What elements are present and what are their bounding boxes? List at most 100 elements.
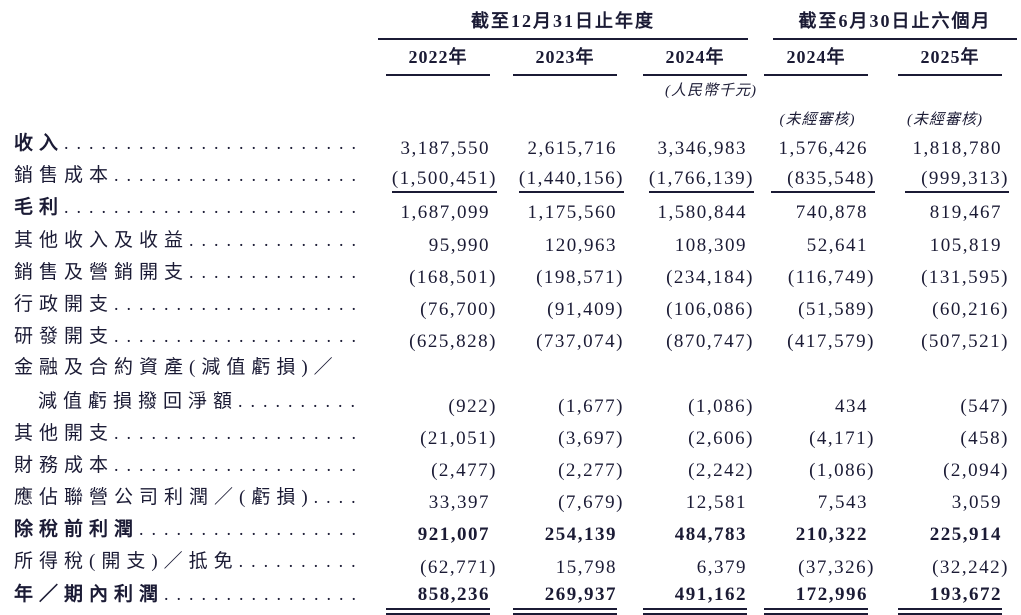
dot-leader [314, 487, 356, 508]
dot-leader [64, 197, 356, 218]
value-cell: 6,379 [627, 551, 757, 583]
row-label: 金融及合約資產(減值虧損)／ [14, 357, 339, 379]
value-cell: 434 [757, 391, 878, 423]
dot-leader [64, 133, 356, 154]
row-label-cell: 收入 [0, 133, 360, 165]
value: (2,277) [558, 459, 624, 481]
value-cell: (835,548) [757, 165, 878, 197]
value: 3,346,983 [657, 138, 748, 160]
value: (835,548) [771, 169, 876, 194]
value: (2,606) [688, 427, 755, 449]
value-cell: 3,059 [878, 487, 1012, 519]
empty-header-cell [0, 103, 757, 133]
value-cell: 3,346,983 [627, 133, 757, 165]
row-label-cell: 年／期內利潤 [0, 584, 360, 615]
value: 254,139 [544, 524, 617, 546]
value: (1,440,156) [518, 169, 624, 194]
dot-leader [238, 391, 356, 412]
row-label-cell: 除稅前利潤 [0, 519, 360, 551]
value-cell: 15,798 [500, 551, 627, 583]
dot-leader [114, 165, 356, 186]
value: 1,580,844 [657, 202, 748, 224]
value: (32,242) [932, 556, 1010, 578]
value: (131,595) [921, 266, 1010, 288]
value-cell: 1,818,780 [878, 133, 1012, 165]
year-header-cell: 2024年 [757, 40, 878, 76]
row-label-cell: 其他開支 [0, 423, 360, 455]
value: 105,819 [929, 234, 1003, 256]
row-label: 年／期內利潤 [14, 583, 165, 605]
group-annual-cell: 截至12月31日止年度 [360, 0, 757, 40]
value: 6,379 [696, 556, 748, 578]
value: 740,878 [795, 202, 869, 224]
value: (999,313) [905, 169, 1010, 194]
row-label: 所得稅(開支)／抵免 [14, 551, 239, 573]
table-row: 收入 3,187,550 2,615,716 3,346,983 1,576,426 1,… [0, 133, 1012, 165]
value-cell: (2,606) [627, 423, 757, 455]
value-cell: 7,543 [757, 487, 878, 519]
value: 33,397 [428, 492, 490, 514]
empty-cell [627, 358, 757, 390]
value-cell: 740,878 [757, 197, 878, 229]
value-cell: (1,086) [627, 391, 757, 423]
value-cell: (625,828) [360, 326, 500, 358]
group-interim-label: 截至6月30日止六個月 [773, 11, 1018, 40]
value-cell: (91,409) [500, 294, 627, 326]
value: 12,581 [685, 492, 748, 514]
value: (234,184) [666, 266, 755, 288]
value: 858,236 [386, 585, 490, 615]
value-cell: (922) [360, 391, 500, 423]
table-row: 應佔聯營公司利潤／(虧損) 33,397 (7,679) 12,581 7,543 3,0… [0, 487, 1012, 519]
dot-leader [114, 455, 356, 476]
value-cell: 819,467 [878, 197, 1012, 229]
value-cell: (131,595) [878, 262, 1012, 294]
value: (737,074) [536, 331, 624, 353]
value-cell: (168,501) [360, 262, 500, 294]
dot-leader [114, 423, 356, 444]
value: (1,086) [688, 395, 755, 417]
year-header-cell: 2024年 [627, 40, 757, 76]
row-label: 銷售及營銷開支 [14, 261, 190, 283]
group-interim-cell: 截至6月30日止六個月 [757, 0, 1018, 40]
value-cell: 108,309 [627, 230, 757, 262]
value-cell: 120,963 [500, 230, 627, 262]
group-annual-label: 截至12月31日止年度 [378, 11, 749, 40]
row-label-cell: 銷售成本 [0, 165, 360, 197]
empty-cell [500, 358, 627, 390]
unaudited-note: (未經審核) [907, 111, 984, 128]
dot-leader [239, 551, 356, 572]
value-cell: 269,937 [500, 584, 627, 615]
value-cell: 1,580,844 [627, 197, 757, 229]
value-cell: (999,313) [878, 165, 1012, 197]
value: (7,679) [558, 492, 624, 514]
empty-header-cell [0, 76, 627, 103]
table-row: 除稅前利潤 921,007 254,139 484,783 210,322 225,914 [0, 519, 1012, 551]
value: 434 [835, 395, 869, 417]
value-cell: 921,007 [360, 519, 500, 551]
value: (507,521) [921, 331, 1010, 353]
empty-header-cell [0, 0, 360, 40]
unaudited-note-cell: (未經審核) [878, 103, 1012, 133]
value-cell: 858,236 [360, 584, 500, 615]
value: (1,086) [809, 459, 876, 481]
table-row: 毛利 1,687,099 1,175,560 1,580,844 740,878 819,… [0, 197, 1012, 229]
empty-cell [878, 358, 1012, 390]
value: 1,576,426 [778, 138, 869, 160]
year-header-cell: 2023年 [500, 40, 627, 76]
currency-note-row: (人民幣千元) [0, 76, 1012, 103]
value: (198,571) [536, 266, 624, 288]
value: (547) [960, 395, 1010, 417]
value: (60,216) [932, 299, 1010, 321]
dot-leader [114, 326, 356, 347]
value-cell: (1,500,451) [360, 165, 500, 197]
value-cell: 193,672 [878, 584, 1012, 615]
value: 269,937 [513, 585, 617, 615]
empty-cell [360, 358, 500, 390]
row-label-cell: 金融及合約資產(減值虧損)／ [0, 358, 360, 390]
value: 7,543 [817, 492, 869, 514]
value-cell: 33,397 [360, 487, 500, 519]
value-cell: 172,996 [757, 584, 878, 615]
row-label-cell: 研發開支 [0, 326, 360, 358]
value: 819,467 [929, 202, 1003, 224]
